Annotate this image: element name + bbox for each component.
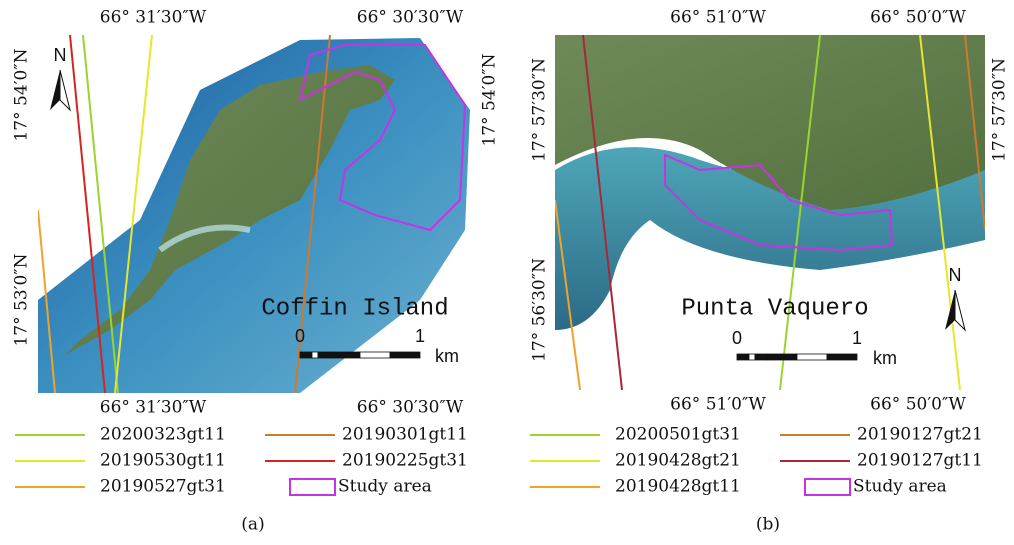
longitude-label: 66° 30′30″W	[357, 8, 464, 28]
place-name: Punta Vaquero	[681, 295, 868, 322]
scale-label: 1	[415, 326, 425, 346]
legend-label: Study area	[338, 477, 432, 497]
legend-label: 20200501gt31	[615, 425, 741, 445]
panel-label: (b)	[756, 515, 780, 535]
north-label: N	[54, 45, 67, 65]
legend-label: 20190225gt31	[342, 451, 468, 471]
legend-label: 20190527gt31	[100, 477, 226, 497]
scale-bar	[330, 352, 360, 358]
scale-bar	[827, 354, 857, 360]
latitude-label: 17° 54′0″N	[480, 53, 500, 146]
legend-swatch	[290, 479, 335, 495]
longitude-label: 66° 50′0″W	[870, 8, 966, 28]
place-name: Coffin Island	[261, 295, 448, 322]
longitude-label: 66° 51′0″W	[670, 8, 766, 28]
legend-label: 20190530gt11	[100, 451, 226, 471]
longitude-label: 66° 30′30″W	[357, 398, 464, 418]
legend-label: 20190127gt21	[857, 425, 983, 445]
scale-bar	[300, 352, 312, 358]
legend-label: 20190428gt21	[615, 451, 741, 471]
legend-label: 20200323gt11	[100, 425, 226, 445]
latitude-label: 17° 53′0″N	[12, 253, 32, 346]
scale-bar	[737, 354, 749, 360]
scale-bar	[749, 354, 755, 360]
legend-swatch	[805, 479, 850, 495]
longitude-label: 66° 31′30″W	[100, 8, 207, 28]
scale-bar	[360, 352, 390, 358]
figure: 66° 31′30″W 66° 30′30″W 66° 31′30″W 66° 30′…	[0, 0, 1014, 545]
scale-label: 0	[732, 328, 742, 348]
scale-label: 0	[295, 326, 305, 346]
legend-label: 20190428gt11	[615, 477, 741, 497]
panel-label: (a)	[241, 515, 264, 535]
scale-bar	[797, 354, 827, 360]
legend-label: Study area	[853, 477, 947, 497]
scale-label: 1	[852, 328, 862, 348]
legend-label: 20190127gt11	[857, 451, 983, 471]
scale-unit: km	[435, 346, 459, 366]
scale-unit: km	[873, 348, 897, 368]
map-a	[38, 35, 472, 393]
scale-bar	[318, 352, 330, 358]
latitude-label: 17° 54′0″N	[12, 48, 32, 141]
latitude-label: 17° 57′30″N	[990, 58, 1010, 162]
scale-bar	[390, 352, 420, 358]
scale-bar	[767, 354, 797, 360]
scale-bar	[312, 352, 318, 358]
longitude-label: 66° 51′0″W	[670, 395, 766, 415]
map-b	[555, 35, 985, 390]
latitude-label: 17° 56′30″N	[530, 258, 550, 362]
scale-bar	[755, 354, 767, 360]
latitude-label: 17° 57′30″N	[530, 58, 550, 162]
legend-label: 20190301gt11	[342, 425, 468, 445]
longitude-label: 66° 31′30″W	[100, 398, 207, 418]
north-label: N	[949, 265, 962, 285]
longitude-label: 66° 50′0″W	[870, 395, 966, 415]
